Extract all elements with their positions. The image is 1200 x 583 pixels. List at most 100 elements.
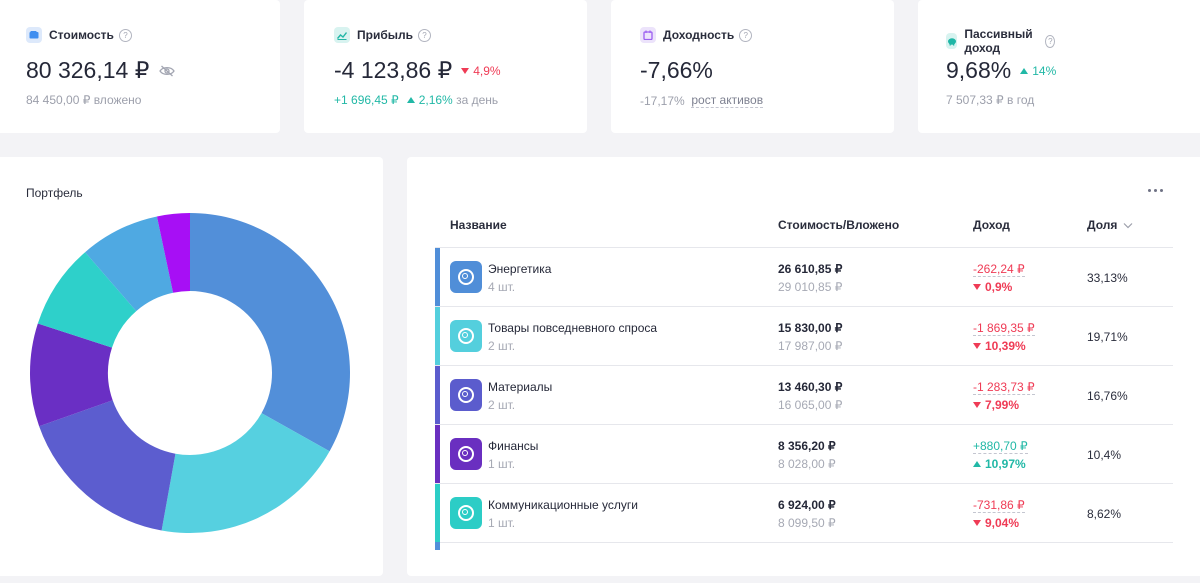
row-value: 6 924,00 ₽: [778, 498, 836, 512]
row-count: 2 шт.: [488, 398, 516, 412]
stat-delta-text: 4,9%: [473, 63, 501, 78]
stat-header: Доходность ?: [640, 27, 753, 43]
row-income[interactable]: -731,86 ₽: [973, 498, 1025, 513]
stat-value: 9,68% 14%: [946, 57, 1056, 84]
row-color-bar: [435, 484, 440, 542]
row-color-bar: [435, 366, 440, 424]
row-income[interactable]: +880,70 ₽: [973, 439, 1028, 454]
stat-value: -4 123,86 ₽ 4,9%: [334, 57, 501, 84]
row-value: 15 830,00 ₽: [778, 321, 843, 335]
arrow-down-icon: [973, 520, 981, 526]
wallet-icon: [26, 27, 42, 43]
table-divider: [435, 306, 1173, 307]
row-share: 8,62%: [1087, 507, 1122, 521]
header-share[interactable]: Доля: [1087, 218, 1133, 232]
header-share-label: Доля: [1087, 218, 1118, 232]
row-name: Коммуникационные услуги: [488, 498, 638, 512]
row-invested: 8 099,50 ₽: [778, 516, 836, 530]
row-color-bar: [435, 542, 440, 550]
stat-delta: 4,9%: [461, 63, 501, 78]
help-icon[interactable]: ?: [739, 28, 753, 42]
header-income[interactable]: Доход: [973, 218, 1010, 232]
stat-header: Пассивный доход ?: [946, 27, 1056, 55]
table-divider: [435, 365, 1173, 366]
stat-sub-label: за день: [456, 93, 499, 107]
stat-card-yield: [611, 0, 894, 133]
row-percent-text: 0,9%: [985, 280, 1013, 294]
calendar-icon: [640, 27, 656, 43]
row-name: Энергетика: [488, 262, 552, 276]
row-percent-text: 10,97%: [985, 457, 1026, 471]
table-divider: [435, 483, 1173, 484]
stat-sub-value: 84 450,00 ₽: [26, 93, 91, 107]
row-invested: 16 065,00 ₽: [778, 398, 843, 412]
row-income[interactable]: -262,24 ₽: [973, 262, 1025, 277]
donut-slice[interactable]: [30, 323, 113, 427]
row-share: 10,4%: [1087, 448, 1122, 462]
stat-sub: 84 450,00 ₽ вложено: [26, 93, 141, 107]
donut-slice[interactable]: [37, 252, 137, 348]
stat-header: Прибыль ?: [334, 27, 431, 43]
donut-slice[interactable]: [156, 213, 190, 293]
header-value[interactable]: Стоимость/Вложено: [778, 218, 900, 232]
stat-sub-delta: 2,16%: [406, 93, 453, 107]
stat-sub-label: вложено: [93, 93, 142, 107]
stat-sub: +1 696,45 ₽ 2,16% за день: [334, 93, 498, 107]
stat-sub-label: в год: [1007, 93, 1035, 107]
row-percent-text: 10,39%: [985, 339, 1026, 353]
row-name: Материалы: [488, 380, 553, 394]
arrow-up-icon: [973, 461, 981, 467]
row-count: 4 шт.: [488, 280, 516, 294]
row-income[interactable]: -1 283,73 ₽: [973, 380, 1035, 395]
help-icon[interactable]: ?: [1045, 34, 1056, 48]
more-options-icon[interactable]: [1148, 189, 1163, 192]
table-divider: [435, 542, 1173, 543]
stat-value-text: -4 123,86 ₽: [334, 57, 453, 83]
stat-value: -7,66%: [640, 57, 713, 84]
row-name: Товары повседневного спроса: [488, 321, 658, 335]
stat-value-text: 9,68%: [946, 57, 1012, 83]
stat-sub-value: +1 696,45 ₽: [334, 93, 399, 107]
row-income[interactable]: -1 869,35 ₽: [973, 321, 1035, 336]
header-name[interactable]: Название: [450, 218, 507, 232]
arrow-up-icon: [1020, 67, 1029, 74]
arrow-up-icon: [406, 97, 415, 103]
sector-logo-icon: [450, 379, 482, 411]
row-value: 8 356,20 ₽: [778, 439, 836, 453]
row-percent: 10,97%: [973, 457, 1026, 471]
stat-value: 80 326,14 ₽: [26, 57, 176, 84]
table-divider: [435, 424, 1173, 425]
growth-link[interactable]: рост активов: [691, 93, 764, 108]
help-icon[interactable]: ?: [118, 28, 132, 42]
stat-delta: 14%: [1020, 64, 1056, 78]
stat-header: Стоимость ?: [26, 27, 132, 43]
sector-logo-icon: [450, 438, 482, 470]
stat-title: Пассивный доход: [964, 27, 1033, 55]
portfolio-title: Портфель: [26, 186, 83, 200]
row-color-bar: [435, 248, 440, 306]
donut-slice[interactable]: [39, 400, 176, 531]
row-percent: 0,9%: [973, 280, 1012, 294]
sort-chevron-down-icon[interactable]: [1123, 222, 1133, 229]
row-share: 33,13%: [1087, 271, 1128, 285]
sector-logo-icon: [450, 261, 482, 293]
row-name: Финансы: [488, 439, 539, 453]
row-percent-text: 9,04%: [985, 516, 1020, 530]
donut-slice[interactable]: [161, 413, 330, 533]
arrow-down-icon: [461, 67, 470, 74]
portfolio-donut-chart: [30, 213, 350, 533]
stat-title: Доходность: [663, 28, 735, 42]
row-color-bar: [435, 307, 440, 365]
stat-sub: -17,17% рост активов: [640, 93, 764, 108]
help-icon[interactable]: ?: [418, 28, 431, 42]
eye-hidden-icon[interactable]: [159, 65, 176, 77]
piggy-bank-icon: [946, 33, 958, 49]
stat-card-profit: [304, 0, 587, 133]
donut-slice[interactable]: [190, 213, 350, 452]
row-share: 19,71%: [1087, 330, 1128, 344]
stat-value-text: -7,66%: [640, 57, 713, 83]
row-invested: 8 028,00 ₽: [778, 457, 836, 471]
row-percent-text: 7,99%: [985, 398, 1020, 412]
row-share: 16,76%: [1087, 389, 1128, 403]
donut-slice[interactable]: [85, 216, 174, 312]
